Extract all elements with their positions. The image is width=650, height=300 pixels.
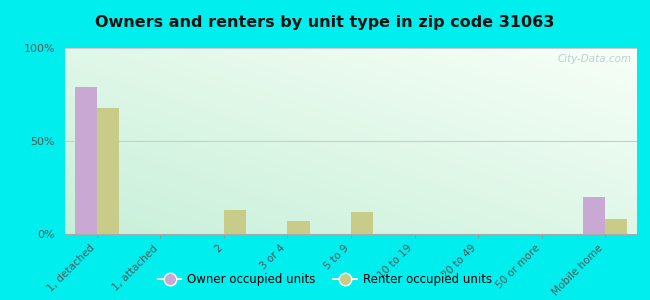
Legend: Owner occupied units, Renter occupied units: Owner occupied units, Renter occupied un… (153, 269, 497, 291)
Bar (97, 107, 119, 234)
Text: Owners and renters by unit type in zip code 31063: Owners and renters by unit type in zip c… (96, 15, 554, 30)
Bar (224, 210, 246, 234)
Bar (351, 212, 373, 234)
Bar (75, 87, 97, 234)
Bar (583, 197, 605, 234)
Text: City-Data.com: City-Data.com (557, 54, 631, 64)
Bar (605, 219, 627, 234)
Bar (287, 221, 309, 234)
